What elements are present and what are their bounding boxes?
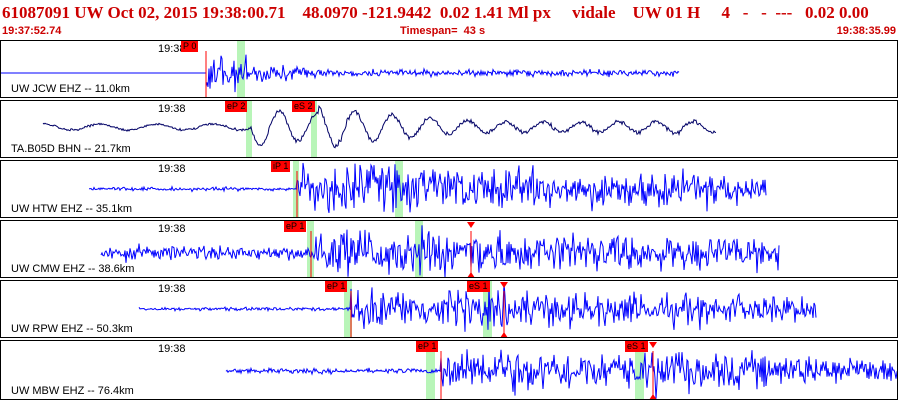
- waveform-trace: [100, 225, 780, 277]
- trace-panel-jcw[interactable]: 19:38 UW JCW EHZ -- 11.0km P 0: [0, 40, 898, 98]
- waveform-trace: [138, 282, 817, 332]
- trace-time-label: 19:38: [158, 283, 186, 295]
- station-label-cmw: UW CMW EHZ -- 38.6km: [11, 263, 135, 275]
- pick-p-label-htw[interactable]: iP 1: [271, 161, 291, 172]
- waveform-b05d: [42, 101, 717, 157]
- trace-time-label: 19:38: [158, 103, 186, 115]
- trace-panel-b05d[interactable]: 19:38 TA.B05D BHN -- 21.7km eP 2 eS 2: [0, 100, 898, 158]
- trace-time-label: 19:38: [158, 223, 186, 235]
- trace-time-label: 19:38: [158, 43, 186, 55]
- waveform-trace: [1, 54, 680, 93]
- trace-panel-cmw[interactable]: 19:38 UW CMW EHZ -- 38.6km eP 1: [0, 220, 898, 278]
- pick-window-highlight: [246, 101, 252, 157]
- station-label-rpw: UW RPW EHZ -- 50.3km: [11, 323, 133, 335]
- theoretical-arrival-marker-icon: [467, 222, 475, 228]
- window-start-time: 19:37:52.74: [2, 25, 62, 37]
- pick-p-label-jcw[interactable]: P 0: [181, 41, 199, 52]
- theoretical-arrival-marker-icon: [649, 342, 657, 348]
- trace-panel-htw[interactable]: 19:38 UW HTW EHZ -- 35.1km iP 1: [0, 160, 898, 218]
- event-summary-title: 61087091 UW Oct 02, 2015 19:38:00.71 48.…: [2, 3, 869, 22]
- pick-p-label-b05d[interactable]: eP 2: [225, 101, 248, 112]
- waveform-cmw: [100, 221, 780, 277]
- theoretical-arrival-marker-icon: [500, 332, 508, 337]
- timespan-label: Timespan= 43 s: [400, 25, 486, 37]
- trace-panel-mbw[interactable]: 19:38 UW MBW EHZ -- 76.4km eP 1 eS 1: [0, 340, 898, 400]
- trace-time-label: 19:38: [158, 343, 186, 355]
- waveform-mbw: [225, 341, 897, 399]
- station-label-mbw: UW MBW EHZ -- 76.4km: [11, 385, 134, 397]
- seismogram-stack: 19:38 UW JCW EHZ -- 11.0km P 0 19:38 TA.…: [0, 40, 900, 400]
- station-label-b05d: TA.B05D BHN -- 21.7km: [11, 143, 131, 155]
- pick-window-highlight: [635, 341, 644, 399]
- waveform-rpw: [138, 281, 817, 337]
- waveform-htw: [88, 161, 767, 217]
- waveform-jcw: [1, 41, 680, 97]
- pick-p-label-mbw[interactable]: eP 1: [416, 341, 439, 352]
- pick-p-label-cmw[interactable]: eP 1: [284, 221, 307, 232]
- pick-s-label-rpw[interactable]: eS 1: [467, 281, 490, 292]
- event-header: 61087091 UW Oct 02, 2015 19:38:00.71 48.…: [0, 0, 900, 40]
- station-label-jcw: UW JCW EHZ -- 11.0km: [11, 83, 130, 95]
- theoretical-arrival-marker-icon: [467, 272, 475, 277]
- waveform-trace: [42, 105, 717, 149]
- theoretical-arrival-marker-icon: [500, 282, 508, 288]
- pick-p-label-rpw[interactable]: eP 1: [325, 281, 348, 292]
- pick-window-highlight: [311, 101, 317, 157]
- pick-s-label-mbw[interactable]: eS 1: [625, 341, 648, 352]
- station-label-htw: UW HTW EHZ -- 35.1km: [11, 203, 132, 215]
- waveform-trace: [88, 162, 767, 214]
- waveform-trace: [225, 349, 897, 399]
- pick-window-highlight: [426, 341, 435, 399]
- theoretical-arrival-marker-icon: [649, 394, 657, 399]
- window-end-time: 19:38:35.99: [836, 25, 896, 37]
- pick-s-label-b05d[interactable]: eS 2: [292, 101, 315, 112]
- trace-panel-rpw[interactable]: 19:38 UW RPW EHZ -- 50.3km eP 1 eS 1: [0, 280, 898, 338]
- trace-time-label: 19:38: [158, 163, 186, 175]
- pick-window-highlight: [395, 161, 403, 217]
